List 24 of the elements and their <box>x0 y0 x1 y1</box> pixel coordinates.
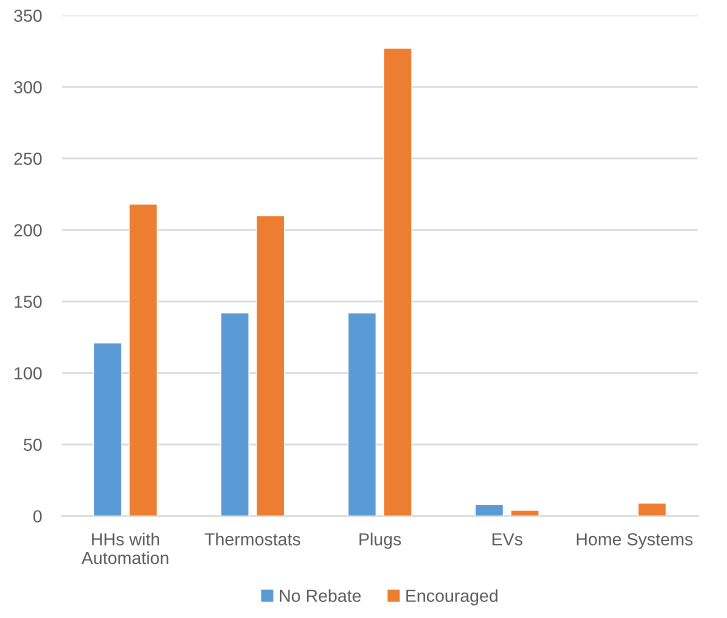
x-tick-label: EVs <box>492 533 522 546</box>
y-tick-label: 150 <box>14 296 42 308</box>
y-tick-label: 250 <box>14 152 42 165</box>
bar <box>474 504 504 516</box>
bar <box>93 342 122 516</box>
bar <box>638 502 667 516</box>
bar <box>128 204 158 516</box>
x-tick-label: Home Systems <box>576 533 693 549</box>
x-tick-label: Thermostats <box>204 532 300 546</box>
x-tick-label: HHs with Automation <box>82 532 168 564</box>
legend-label: Encouraged <box>406 589 498 606</box>
y-tick-label: 200 <box>14 224 42 236</box>
y-tick-label: 0 <box>33 510 42 522</box>
legend-label: No Rebate <box>280 589 361 602</box>
x-tick-label: Plugs <box>360 532 401 549</box>
bar <box>510 510 540 516</box>
bar <box>256 215 285 516</box>
y-tick-label: 300 <box>14 81 42 94</box>
y-tick-label: 50 <box>24 438 42 451</box>
bar <box>348 312 376 516</box>
bar <box>220 312 250 516</box>
y-tick-label: 350 <box>14 10 42 22</box>
bar <box>383 48 412 516</box>
y-tick-label: 100 <box>14 367 42 380</box>
